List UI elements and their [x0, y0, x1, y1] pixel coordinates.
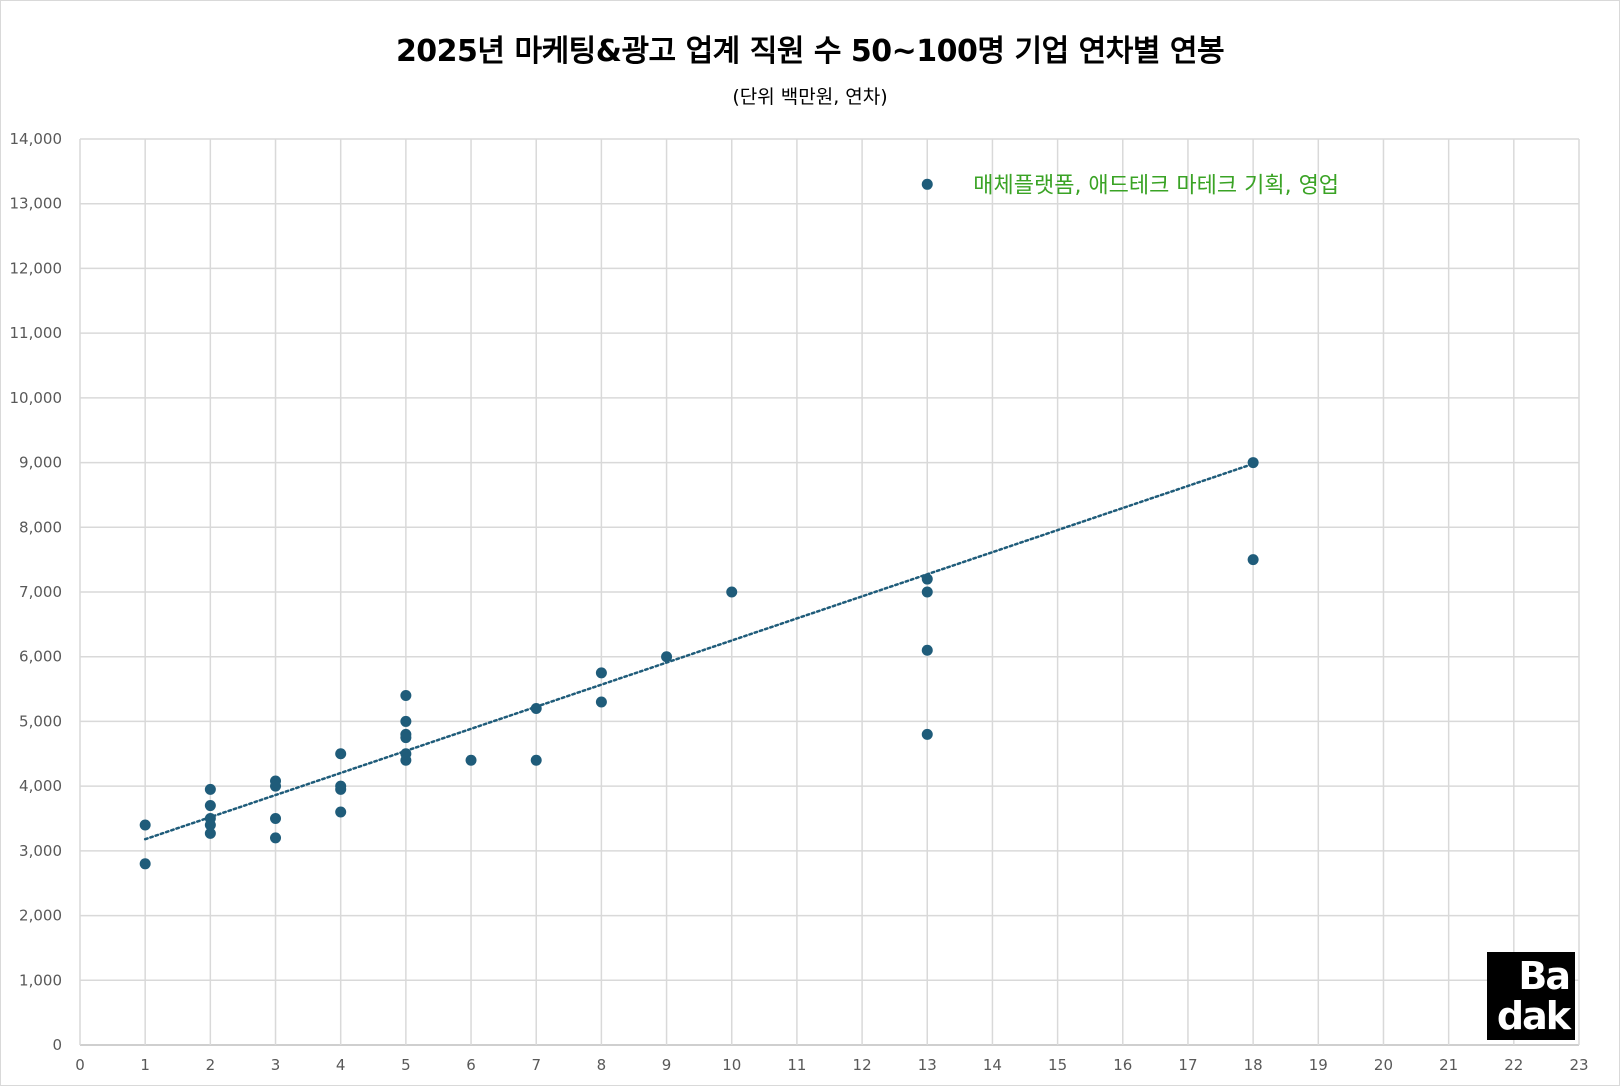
data-point	[400, 732, 412, 744]
x-tick-label: 19	[1309, 1056, 1328, 1074]
x-tick-label: 4	[336, 1056, 346, 1074]
y-tick-label: 1,000	[19, 971, 62, 989]
data-points	[139, 178, 1259, 870]
data-point	[204, 783, 216, 795]
chart-title: 2025년 마케팅&광고 업계 직원 수 50~100명 기업 연차별 연봉	[395, 34, 1225, 69]
trendline	[143, 462, 1255, 841]
y-tick-label: 8,000	[19, 518, 62, 536]
x-tick-label: 16	[1113, 1056, 1132, 1074]
x-tick-label: 18	[1244, 1056, 1263, 1074]
data-point	[465, 754, 477, 766]
y-tick-label: 14,000	[10, 130, 63, 148]
y-axis-ticks: 0 1,000 2,000 3,000 4,000 5,000 6,000 7,000 8,00…	[10, 130, 63, 1054]
data-point	[921, 573, 933, 585]
y-tick-label: 0	[52, 1036, 62, 1054]
x-axis-ticks: 0 1 2 3 4 5 6 7 8 9 10 11 12 13 14 15 16 17 18 19 20 21 22 23	[75, 1056, 1588, 1074]
y-tick-label: 7,000	[19, 583, 62, 601]
data-point	[595, 696, 607, 708]
data-point	[661, 651, 673, 663]
x-tick-label: 0	[75, 1056, 85, 1074]
data-point	[204, 827, 216, 839]
data-point	[335, 806, 347, 818]
data-point	[595, 667, 607, 679]
badak-logo: Ba dak	[1487, 952, 1575, 1040]
x-tick-label: 9	[662, 1056, 672, 1074]
data-point	[530, 702, 542, 714]
x-tick-label: 7	[531, 1056, 541, 1074]
data-point	[335, 783, 347, 795]
y-tick-label: 12,000	[10, 259, 63, 277]
data-point	[921, 728, 933, 740]
y-tick-label: 11,000	[10, 324, 63, 342]
data-point	[921, 178, 933, 190]
data-point	[921, 644, 933, 656]
data-point	[139, 858, 151, 870]
data-point	[530, 754, 542, 766]
data-point	[1247, 554, 1259, 566]
data-point	[204, 800, 216, 812]
x-tick-label: 1	[140, 1056, 150, 1074]
y-tick-label: 9,000	[19, 454, 62, 472]
trendline-group	[143, 462, 1255, 841]
x-tick-label: 10	[722, 1056, 741, 1074]
data-point	[400, 754, 412, 766]
y-tick-label: 6,000	[19, 648, 62, 666]
x-tick-label: 17	[1178, 1056, 1197, 1074]
x-tick-label: 2	[206, 1056, 216, 1074]
x-tick-label: 5	[401, 1056, 411, 1074]
y-tick-label: 2,000	[19, 907, 62, 925]
logo-line-2: dak	[1496, 994, 1571, 1038]
data-point	[270, 780, 282, 792]
x-tick-label: 8	[597, 1056, 607, 1074]
x-tick-label: 21	[1439, 1056, 1458, 1074]
logo-line-1: Ba	[1518, 954, 1571, 998]
data-point	[270, 832, 282, 844]
y-tick-label: 13,000	[10, 195, 63, 213]
grid-lines	[79, 138, 1580, 1046]
annotation-label: 매체플랫폼, 애드테크 마테크 기획, 영업	[973, 173, 1339, 198]
x-tick-label: 20	[1374, 1056, 1393, 1074]
data-point	[400, 690, 412, 702]
y-tick-label: 3,000	[19, 842, 62, 860]
x-tick-label: 23	[1569, 1056, 1588, 1074]
x-tick-label: 12	[853, 1056, 872, 1074]
y-tick-label: 10,000	[10, 389, 63, 407]
data-point	[400, 715, 412, 727]
data-point	[726, 586, 738, 598]
data-point	[270, 813, 282, 824]
x-tick-label: 14	[983, 1056, 1002, 1074]
x-tick-label: 13	[918, 1056, 937, 1074]
x-tick-label: 6	[466, 1056, 476, 1074]
x-tick-label: 15	[1048, 1056, 1067, 1074]
data-point	[1247, 457, 1259, 469]
x-tick-label: 22	[1504, 1056, 1523, 1074]
x-tick-label: 11	[787, 1056, 806, 1074]
data-point	[204, 819, 216, 831]
chart-subtitle: (단위 백만원, 연차)	[732, 86, 888, 108]
data-point	[921, 586, 933, 598]
y-tick-label: 5,000	[19, 712, 62, 730]
data-point	[139, 819, 151, 831]
data-point	[335, 748, 347, 760]
y-tick-label: 4,000	[19, 777, 62, 795]
x-tick-label: 3	[271, 1056, 281, 1074]
